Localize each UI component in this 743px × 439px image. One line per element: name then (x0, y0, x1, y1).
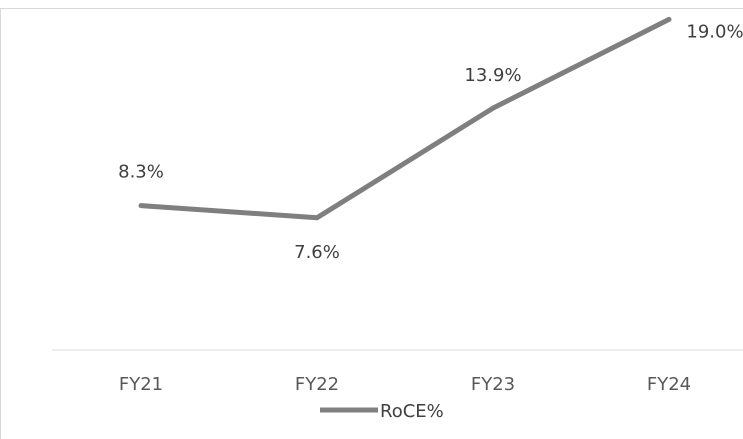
x-tick-label: FY22 (295, 374, 339, 395)
x-tick-label: FY24 (647, 374, 691, 395)
data-labels: 8.3% 7.6% 13.9% 19.0% (118, 21, 743, 262)
series-group (138, 16, 672, 221)
data-label: 7.6% (294, 242, 340, 263)
data-label: 13.9% (464, 65, 521, 86)
series-line-roce (138, 16, 672, 221)
legend-label: RoCE% (380, 401, 444, 422)
chart-frame (0, 8, 743, 439)
x-tick-label: FY21 (119, 374, 163, 395)
legend: RoCE% (320, 401, 444, 422)
x-axis-ticks: FY21 FY22 FY23 FY24 (119, 374, 691, 395)
data-label: 8.3% (118, 162, 164, 183)
x-tick-label: FY23 (471, 374, 515, 395)
data-label: 19.0% (686, 21, 743, 42)
